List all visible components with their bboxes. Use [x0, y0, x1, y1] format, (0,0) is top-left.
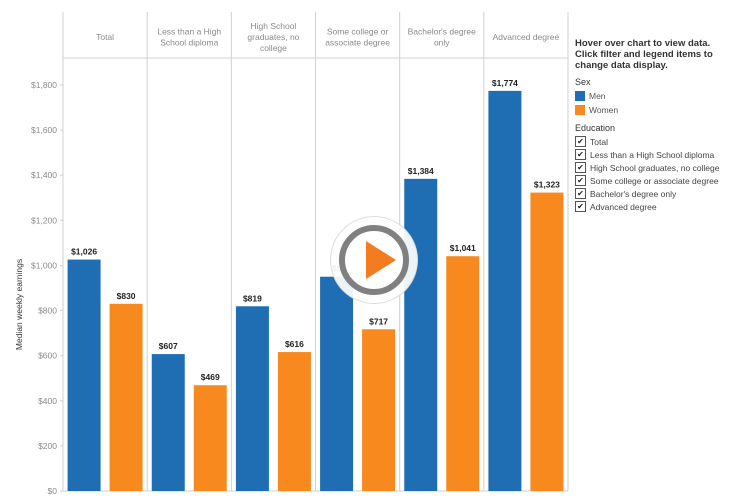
- data-label: $1,041: [450, 243, 476, 253]
- legend-item-women[interactable]: Women: [575, 103, 733, 117]
- category-header-label: Bachelor's degree: [408, 27, 477, 37]
- instruction-line: change data display.: [575, 60, 668, 71]
- legend-swatch: [575, 105, 585, 115]
- filter-label: Bachelor's degree only: [590, 188, 677, 199]
- bar-men: [151, 354, 185, 491]
- legend-item-men[interactable]: Men: [575, 89, 733, 103]
- instruction-line: Hover over chart to view data.: [575, 38, 711, 49]
- bar-women: [530, 192, 564, 491]
- bar-women: [362, 329, 396, 491]
- category-header-label: High School: [250, 21, 296, 31]
- category-header-label: graduates, no: [247, 32, 299, 42]
- category-header-label: Total: [96, 32, 114, 42]
- instruction-note: Hover over chart to view data. Click filt…: [575, 38, 733, 71]
- y-tick-label: $200: [38, 441, 57, 451]
- filter-label: Total: [590, 136, 608, 147]
- sex-legend: Men Women: [575, 89, 733, 117]
- bar-women: [277, 352, 311, 491]
- checkbox-checked-icon[interactable]: ✔: [575, 136, 586, 147]
- data-label: $830: [117, 291, 136, 301]
- instruction-line: Click filter and legend items to: [575, 49, 713, 60]
- y-tick-label: $0: [48, 486, 58, 496]
- data-label: $616: [285, 339, 304, 349]
- category-header-label: Some college or: [327, 27, 389, 37]
- education-filter-item[interactable]: ✔ High School graduates, no college: [575, 161, 733, 174]
- checkbox-checked-icon[interactable]: ✔: [575, 162, 586, 173]
- y-tick-label: $800: [38, 306, 57, 316]
- bar-men: [67, 259, 101, 491]
- legend-label: Women: [589, 105, 619, 115]
- education-filter: ✔ Total ✔ Less than a High School diploma ✔ H…: [575, 135, 733, 213]
- sex-legend-title: Sex: [575, 77, 591, 87]
- y-tick-label: $600: [38, 351, 57, 361]
- education-filter-item[interactable]: ✔ Bachelor's degree only: [575, 187, 733, 200]
- bar-men: [235, 306, 269, 491]
- data-label: $819: [243, 293, 262, 303]
- play-icon: [366, 241, 396, 279]
- legend-label: Men: [589, 91, 606, 101]
- education-filter-item[interactable]: ✔ Total: [575, 135, 733, 148]
- education-filter-item[interactable]: ✔ Advanced degree: [575, 200, 733, 213]
- bar-women: [193, 385, 227, 491]
- category-header-label: Advanced degree: [493, 32, 560, 42]
- bar-men: [320, 276, 354, 491]
- data-label: $1,774: [492, 78, 518, 88]
- filter-label: Advanced degree: [590, 201, 657, 212]
- data-label: $717: [369, 316, 388, 326]
- education-filter-item[interactable]: ✔ Some college or associate degree: [575, 174, 733, 187]
- y-tick-label: $1,800: [31, 80, 57, 90]
- category-header-label: only: [434, 38, 450, 48]
- filter-label: Some college or associate degree: [590, 175, 719, 186]
- category-header-label: associate degree: [325, 38, 390, 48]
- data-label: $607: [159, 341, 178, 351]
- data-label: $1,323: [534, 180, 560, 190]
- play-icon-ring: [339, 225, 409, 295]
- y-tick-label: $400: [38, 396, 57, 406]
- data-label: $1,384: [408, 166, 434, 176]
- checkbox-checked-icon[interactable]: ✔: [575, 201, 586, 212]
- bar-men: [488, 90, 522, 491]
- category-header-label: college: [260, 43, 287, 53]
- checkbox-checked-icon[interactable]: ✔: [575, 188, 586, 199]
- checkbox-checked-icon[interactable]: ✔: [575, 149, 586, 160]
- checkbox-checked-icon[interactable]: ✔: [575, 175, 586, 186]
- category-header-label: School diploma: [160, 38, 218, 48]
- category-header-label: Less than a High: [157, 27, 221, 37]
- filter-label: High School graduates, no college: [590, 162, 720, 173]
- y-axis-label: Median weekly earnings: [14, 259, 24, 350]
- legend-swatch: [575, 91, 585, 101]
- bar-women: [446, 256, 480, 491]
- education-filter-title: Education: [575, 123, 616, 133]
- y-tick-label: $1,600: [31, 125, 57, 135]
- filter-label: Less than a High School diploma: [590, 149, 715, 160]
- y-tick-label: $1,400: [31, 170, 57, 180]
- play-button[interactable]: [330, 216, 418, 304]
- y-tick-label: $1,000: [31, 260, 57, 270]
- legend-panel: Hover over chart to view data. Click filt…: [575, 38, 733, 213]
- education-filter-item[interactable]: ✔ Less than a High School diploma: [575, 148, 733, 161]
- bar-women: [109, 303, 143, 491]
- data-label: $469: [201, 372, 220, 382]
- y-tick-label: $1,200: [31, 215, 57, 225]
- data-label: $1,026: [71, 247, 97, 257]
- bar-men: [404, 178, 438, 491]
